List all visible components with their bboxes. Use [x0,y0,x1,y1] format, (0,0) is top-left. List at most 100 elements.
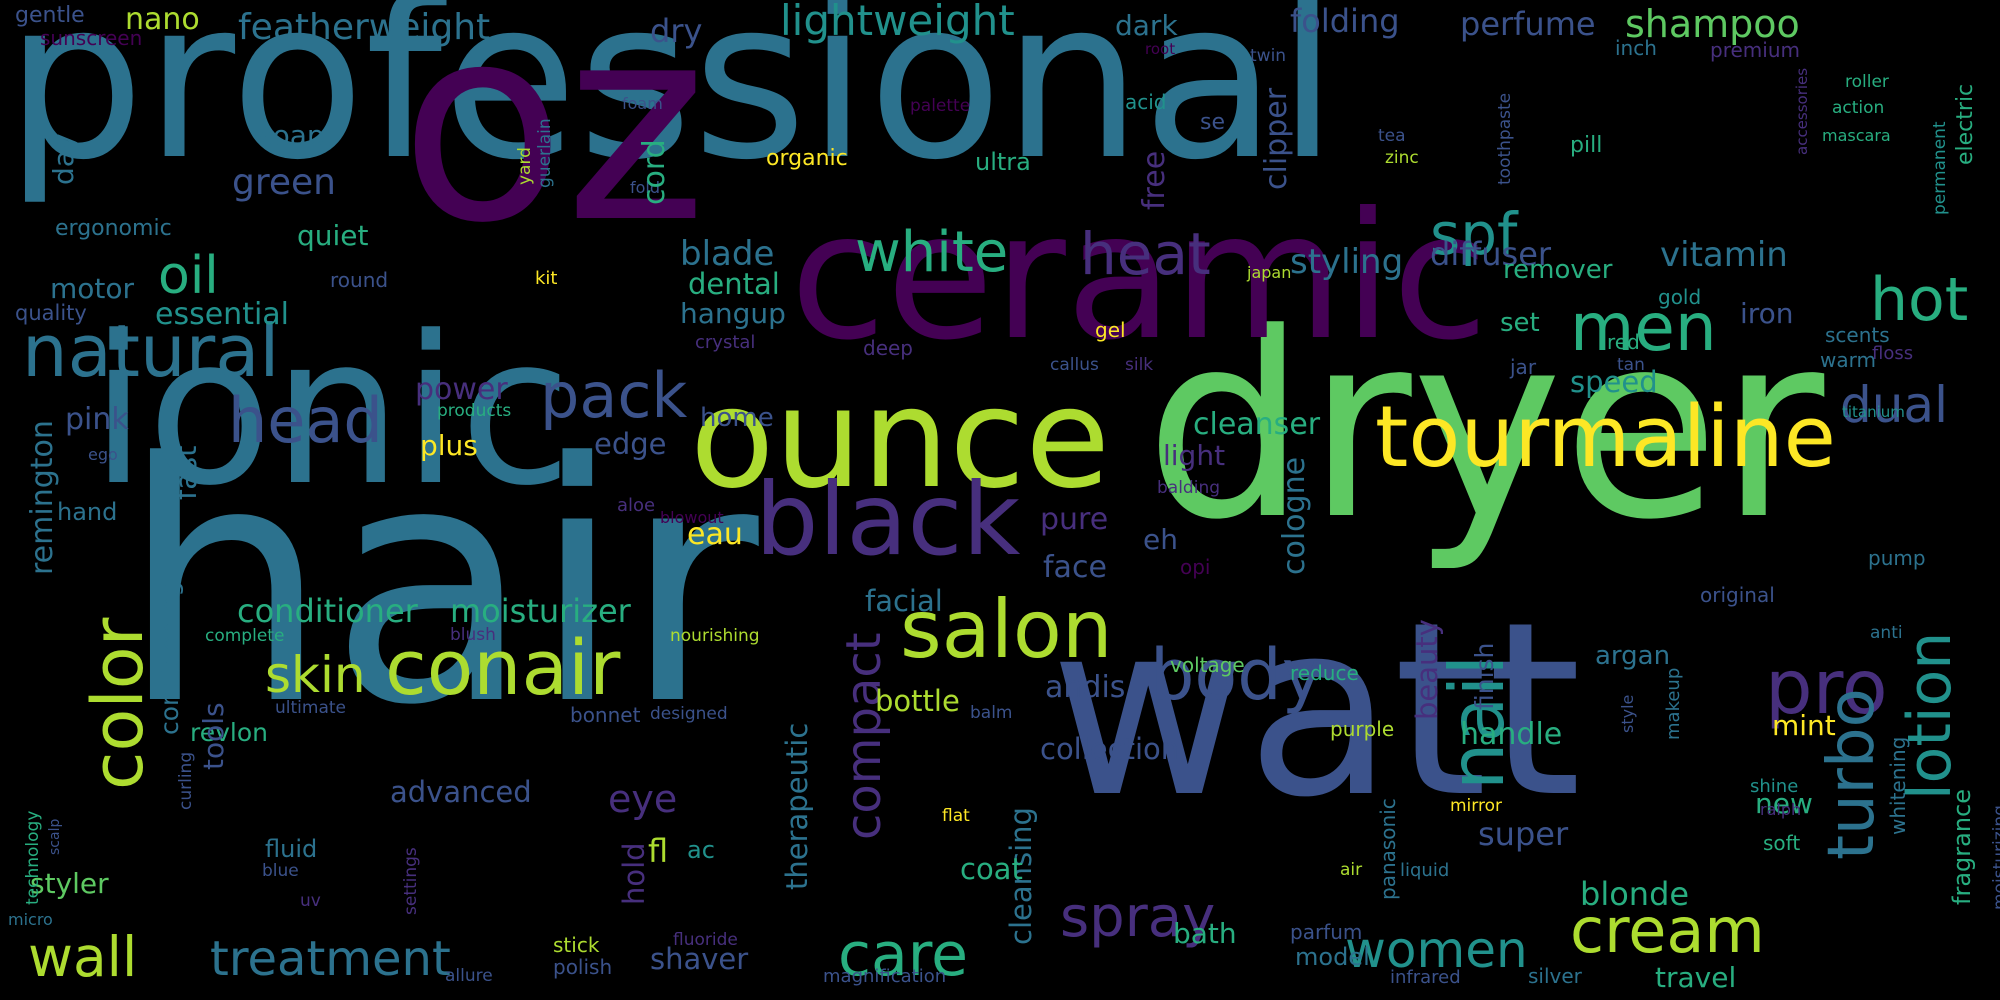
word-salon: salon [900,583,1113,676]
word-parfum: parfum [1290,920,1363,944]
word-se: se [1200,110,1225,135]
word-sunscreen: sunscreen [40,26,143,50]
word-natural: natural [22,309,280,393]
word-spray: spray [1060,885,1216,950]
word-bath: bath [1173,917,1237,950]
word-eh: eh [1143,523,1178,556]
word-root: root [1145,40,1176,58]
word-dark: dark [1115,9,1178,42]
word-color: color [77,617,159,790]
word-settings: settings [401,847,421,915]
word-argan: argan [1595,641,1671,671]
word-cord: cord [637,139,672,205]
word-tan: tan [1617,355,1645,375]
word-silk: silk [1125,355,1154,375]
word-motor: motor [50,272,135,305]
word-therapeutic: therapeutic [780,722,814,890]
word-pink: pink [65,402,129,437]
word-jar: jar [1510,355,1537,379]
word-beauty: beauty [1410,619,1444,720]
word-kit: kit [535,268,558,289]
word-dry: dry [650,12,703,50]
word-complete: complete [205,626,285,646]
word-nourishing: nourishing [670,626,760,646]
word-ego: ego [88,445,118,464]
word-cream: cream [1570,894,1765,967]
word-facial: facial [865,584,943,618]
word-perfume: perfume [1460,5,1596,43]
word-fl: fl [648,832,669,870]
word-blowout: blowout [660,508,724,527]
word-permanent: permanent [1930,121,1950,215]
word-soft: soft [1763,831,1801,855]
word-light: light [1163,439,1226,472]
word-acid: acid [1125,90,1167,114]
word-allure: allure [445,966,493,986]
word-magnification: magnification [823,966,947,987]
word-set: set [1500,308,1540,338]
word-ounce: ounce [690,358,1111,519]
word-women: women [1345,921,1528,979]
word-air: air [1340,860,1363,880]
word-aloe: aloe [617,495,656,516]
word-cleanser: cleanser [1193,407,1321,442]
word-bonnet: bonnet [570,703,641,727]
word-edge: edge [594,427,667,461]
word-fragrance: fragrance [1948,788,1976,905]
word-liquid: liquid [1400,860,1450,881]
word-makeup: makeup [1663,667,1684,740]
word-cologne: cologne [1277,456,1312,575]
word-collection: collection [1040,732,1180,766]
word-coat: coat [960,852,1023,886]
word-titanium: titanium [1842,403,1905,421]
word-pump: pump [1868,546,1926,570]
word-compact: compact [836,632,892,840]
word-ac: ac [687,836,715,864]
word-quiet: quiet [297,219,369,252]
word-advanced: advanced [390,775,532,809]
word-folding: folding [1290,2,1400,40]
word-stick: stick [553,933,600,957]
word-soap: soap [258,119,325,152]
word-nano: nano [125,2,200,37]
word-handle: handle [1460,717,1563,752]
word-fluid: fluid [265,835,318,863]
word-blonde: blonde [1580,875,1690,913]
word-quality: quality [15,301,87,325]
word-hold: hold [617,842,651,905]
word-heat: heat [1080,220,1211,288]
word-pill: pill [1570,133,1603,158]
word-blue: blue [262,861,299,881]
word-balding: balding [1157,478,1221,498]
word-green: green [232,162,336,203]
word-whitening: whitening [1886,736,1910,835]
word-ceramic: ceramic [790,176,1489,379]
word-products: products [437,401,512,421]
word-polish: polish [553,955,613,979]
word-foam: foam [622,94,663,113]
word-micro: micro [8,910,53,929]
word-fold: fold [630,178,661,197]
word-purple: purple [1330,717,1395,741]
word-scents: scents [1825,323,1890,347]
word-men: men [1570,289,1717,366]
word-infrared: infrared [1390,967,1461,988]
word-guerlain: guerlain [535,118,555,188]
word-ultimate: ultimate [275,698,346,718]
word-reduce: reduce [1290,661,1359,685]
word-curling: curling [176,751,196,810]
word-body: body [1150,634,1324,716]
word-moisturizer: moisturizer [450,592,631,630]
word-scalp: scalp [47,818,63,855]
word-inch: inch [1615,36,1657,60]
word-conditioner: conditioner [237,592,418,630]
word-lightweight: lightweight [780,0,1015,45]
word-fast: fast [169,445,203,500]
word-care: care [838,920,969,990]
word-designed: designed [650,704,728,724]
word-crystal: crystal [695,332,756,353]
word-free: free [1137,150,1172,210]
word-electric: electric [1953,83,1978,165]
word-roller: roller [1845,72,1889,92]
